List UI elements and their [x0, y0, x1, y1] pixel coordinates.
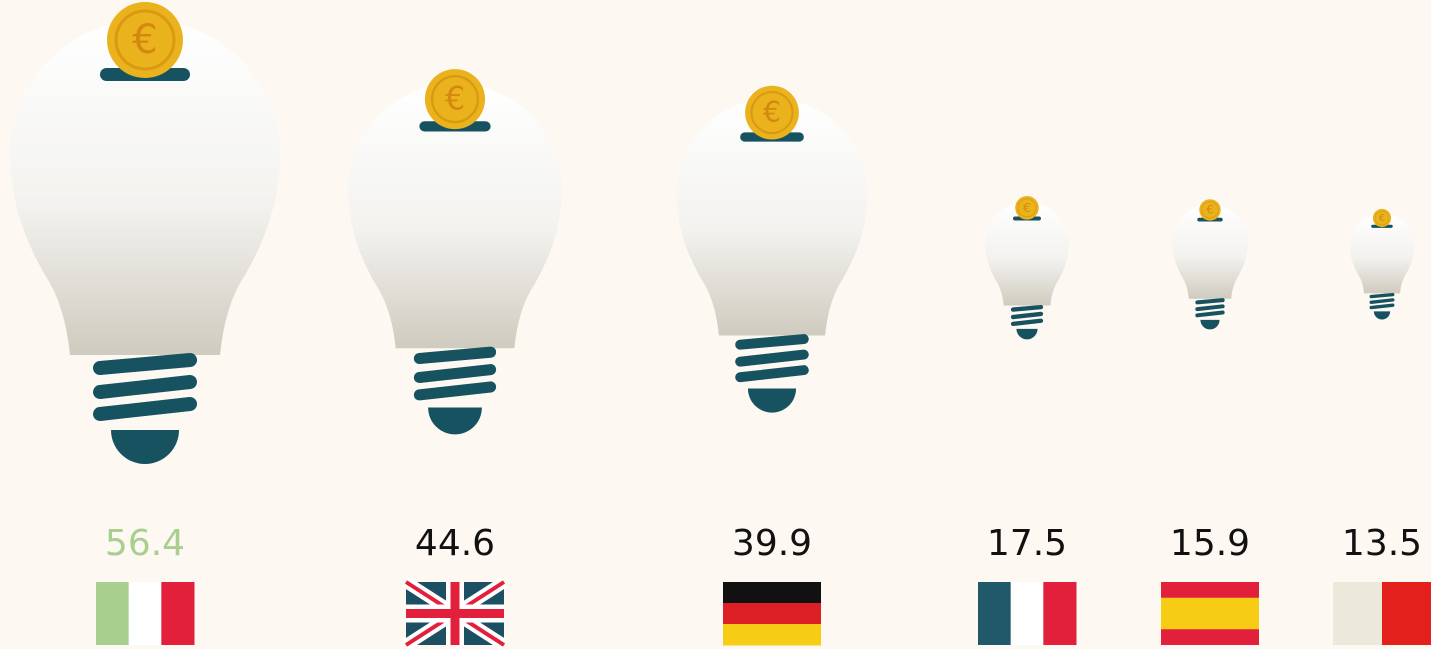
flag	[978, 582, 1077, 645]
value-label: 13.5	[1342, 523, 1422, 564]
value-label: 44.6	[415, 523, 495, 564]
flag	[1333, 582, 1431, 645]
coin-symbol: €	[1379, 213, 1385, 224]
bulb: €	[985, 196, 1069, 339]
infographic: €56.4 €44.6 €39.9 €17.5 €15.9 €13.5	[0, 0, 1431, 649]
coin-symbol: €	[1206, 203, 1213, 216]
value-label: 56.4	[105, 523, 185, 564]
value-label: 17.5	[987, 523, 1067, 564]
coin-symbol: €	[132, 17, 157, 63]
coin-symbol: €	[445, 82, 465, 118]
bulb: €	[10, 2, 280, 464]
bulb: €	[1172, 199, 1248, 329]
flag	[406, 582, 504, 645]
bulb: €	[348, 69, 562, 434]
value-label: 15.9	[1170, 523, 1250, 564]
flag	[723, 582, 821, 646]
flag	[96, 582, 195, 645]
bulb: €	[676, 86, 867, 413]
flag	[1161, 582, 1259, 645]
bulb: €	[1350, 209, 1415, 320]
coin-symbol: €	[1023, 200, 1031, 215]
coin-symbol: €	[763, 96, 781, 129]
value-label: 39.9	[732, 523, 812, 564]
